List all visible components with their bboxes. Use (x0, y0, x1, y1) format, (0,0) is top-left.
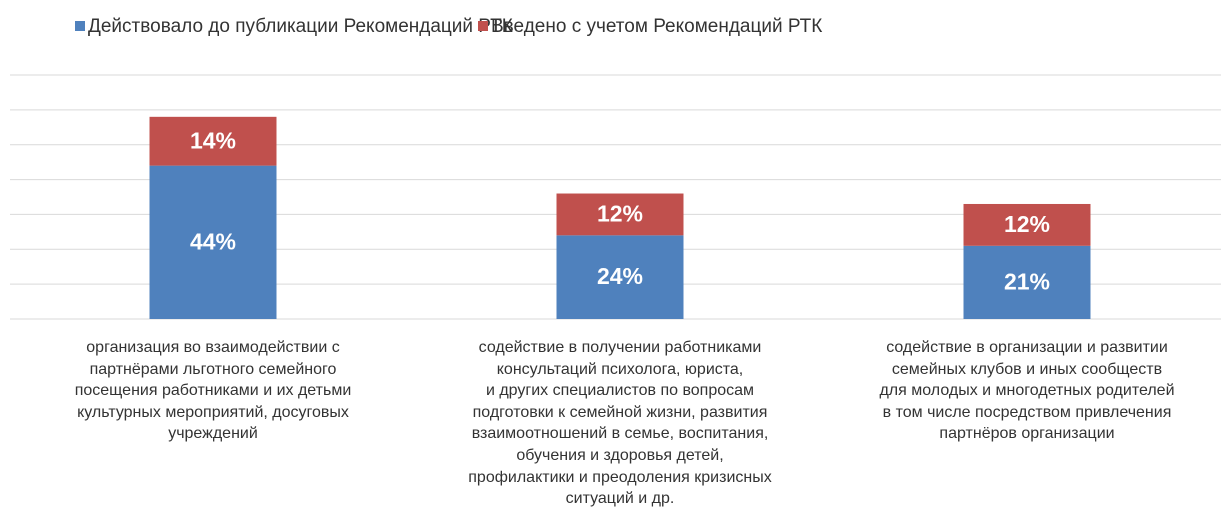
bar-segment (149, 116, 277, 166)
bar-segment (963, 203, 1091, 246)
data-label: 14% (190, 127, 236, 153)
data-label: 12% (597, 201, 643, 227)
data-label: 24% (597, 263, 643, 289)
x-tick-label: организация во взаимодействии с партнёра… (74, 339, 352, 443)
data-label: 12% (1004, 211, 1050, 237)
data-label: 21% (1004, 268, 1050, 294)
legend-label: Введено с учетом Рекомендаций РТК (491, 16, 822, 37)
x-tick-label: содействие в получении работниками консу… (468, 339, 772, 508)
legend-swatch (75, 21, 85, 31)
bar-segment (963, 245, 1091, 319)
legend-swatch (478, 21, 488, 31)
data-label: 44% (190, 228, 236, 254)
bar-segment (556, 193, 684, 236)
x-tick-label: содействие в организации и развитии семе… (879, 339, 1175, 443)
legend-label: Действовало до публикации Рекомендаций Р… (88, 16, 513, 37)
bar-segment (149, 165, 277, 319)
bar-segment (556, 235, 684, 319)
